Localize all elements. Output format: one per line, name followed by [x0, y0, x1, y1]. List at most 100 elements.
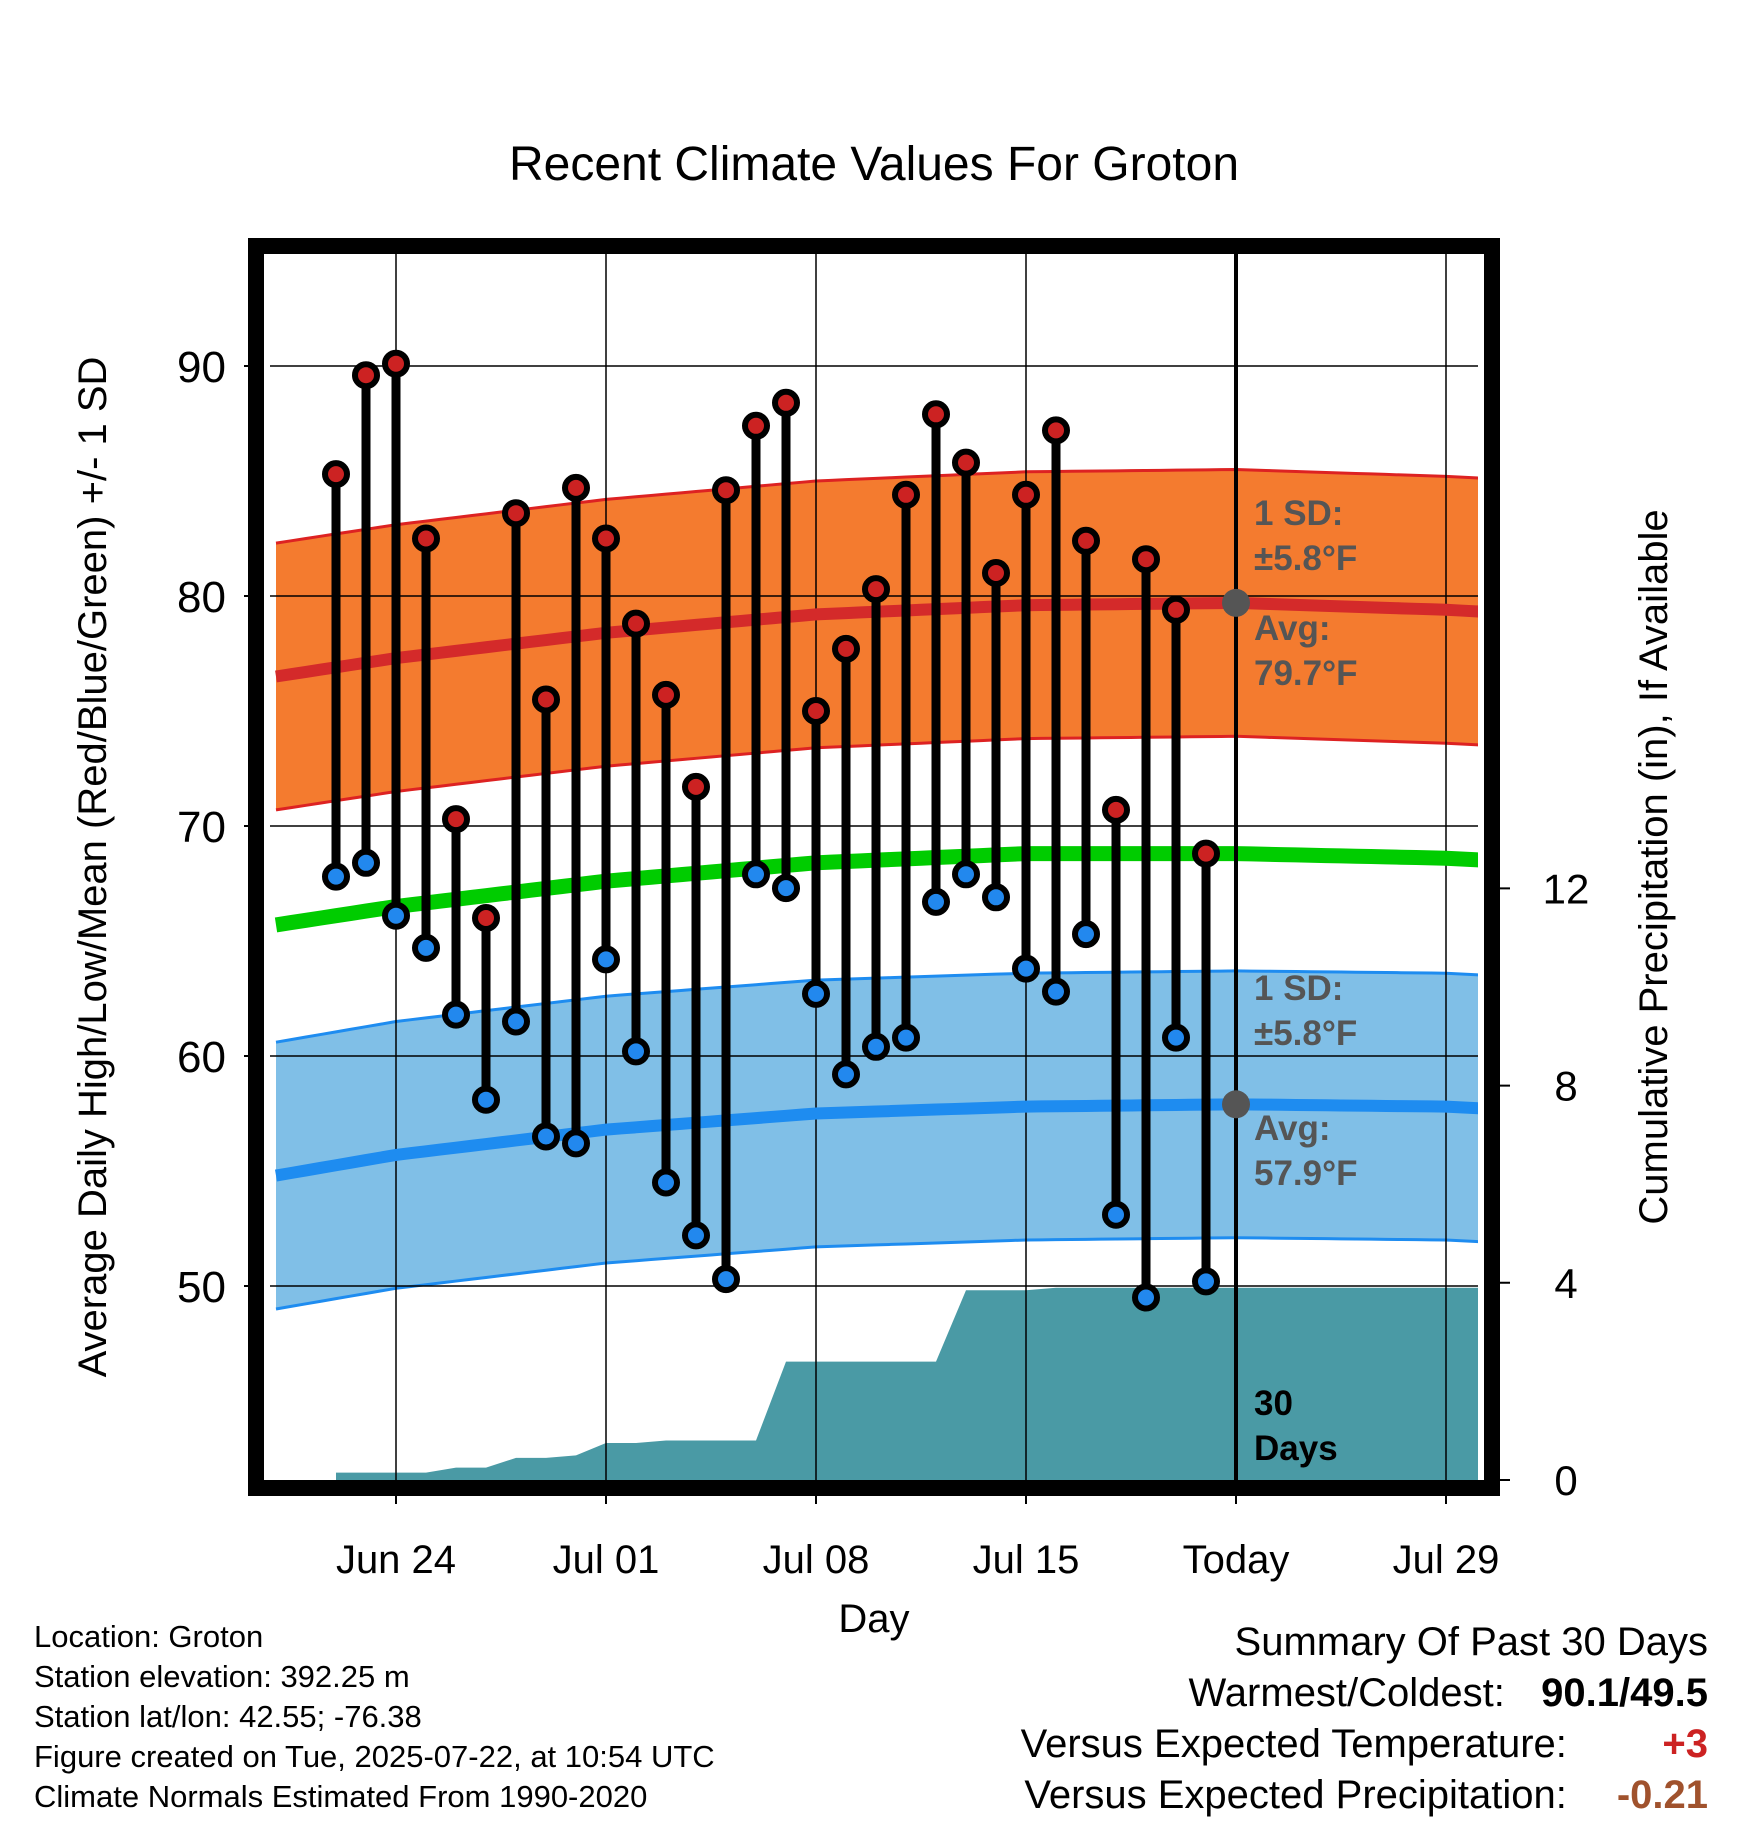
daily-high-point: [892, 480, 920, 509]
daily-low-point: [862, 1032, 890, 1061]
annotation-label: Avg:: [1254, 609, 1330, 648]
daily-high-point: [1012, 480, 1040, 509]
created-text: Figure created on Tue, 2025-07-22, at 10…: [34, 1739, 715, 1774]
daily-high-point: [1072, 526, 1100, 555]
x-tick-label: Jul 01: [553, 1538, 660, 1582]
daily-high-point: [1042, 416, 1070, 445]
temp-label: Versus Expected Temperature:: [1020, 1722, 1567, 1766]
annotation-label: 1 SD:: [1254, 494, 1343, 533]
annotation-value: 79.7°F: [1254, 654, 1358, 693]
warm-cold-label: Warmest/Coldest:: [1188, 1671, 1505, 1715]
coldest-value: 49.5: [1630, 1671, 1708, 1715]
low-band-lower-edge: [275, 1236, 1478, 1311]
daily-low-point: [532, 1122, 560, 1151]
daily-low-point: [742, 860, 770, 889]
daily-high-point: [322, 460, 350, 489]
daily-high-point: [802, 697, 830, 725]
daily-low-point: [562, 1129, 590, 1158]
daily-low-point: [1012, 954, 1040, 983]
x-tick-label: Jun 24: [336, 1538, 456, 1582]
x-tick-label: Today: [1183, 1538, 1290, 1582]
annotation-value: ±5.8°F: [1254, 1014, 1357, 1053]
daily-low-point: [472, 1085, 500, 1114]
daily-low-point: [712, 1265, 740, 1294]
x-tick-label: Jul 15: [973, 1538, 1080, 1582]
daily-low-point: [982, 883, 1010, 912]
latlon-text: Station lat/lon: 42.55; -76.38: [34, 1699, 422, 1734]
daily-high-point: [982, 559, 1010, 587]
today-high-marker: [1222, 588, 1250, 617]
normals-text: Climate Normals Estimated From 1990-2020: [34, 1779, 648, 1814]
annotation-label: Avg:: [1254, 1109, 1330, 1148]
y-tick-label: 60: [177, 1033, 226, 1082]
summary-panel: Summary Of Past 30 Days Warmest/Coldest:…: [1021, 1617, 1708, 1821]
daily-low-point: [382, 901, 410, 930]
daily-high-point: [952, 448, 980, 477]
daily-low-point: [682, 1221, 710, 1250]
y-tick-label: 90: [177, 343, 226, 392]
temp-value: +3: [1662, 1722, 1708, 1766]
daily-low-point: [442, 1000, 470, 1029]
daily-low-point: [412, 933, 440, 962]
daily-low-point: [922, 887, 950, 916]
daily-high-point: [382, 349, 410, 378]
summary-title: Summary Of Past 30 Days: [1234, 1620, 1708, 1664]
daily-low-point: [802, 979, 830, 1008]
y2-tick-label: 12: [1543, 865, 1590, 912]
daily-high-point: [1192, 839, 1220, 868]
y-tick-label: 70: [177, 803, 226, 852]
daily-low-point: [1162, 1023, 1190, 1052]
daily-low-point: [652, 1168, 680, 1197]
daily-high-point: [592, 524, 620, 553]
daily-high-point: [502, 499, 530, 528]
x-tick-label: Jul 29: [1393, 1538, 1500, 1582]
daily-high-point: [862, 575, 890, 604]
daily-high-point: [442, 805, 470, 834]
y-axis-label: Average Daily High/Low/Mean (Red/Blue/Gr…: [71, 357, 115, 1378]
precip-value: -0.21: [1616, 1773, 1708, 1817]
daily-high-point: [352, 361, 380, 390]
warmest-value: 90.1: [1541, 1671, 1620, 1715]
low-avg-line: [274, 1098, 1478, 1182]
annotation-value: 57.9°F: [1254, 1154, 1358, 1193]
daily-low-point: [622, 1037, 650, 1066]
daily-low-point: [952, 860, 980, 889]
plot-frame: [248, 238, 1500, 1496]
elevation-text: Station elevation: 392.25 m: [34, 1659, 410, 1694]
today-low-marker: [1222, 1090, 1250, 1119]
x-tick-label: Jul 08: [763, 1538, 870, 1582]
chart-title: Recent Climate Values For Groton: [509, 138, 1239, 191]
daily-high-point: [712, 476, 740, 505]
daily-low-point: [1192, 1267, 1220, 1296]
daily-high-point: [412, 524, 440, 553]
daily-low-point: [502, 1007, 530, 1036]
location-text: Location: Groton: [34, 1619, 264, 1654]
y2-tick-label: 8: [1554, 1063, 1577, 1110]
precip-area: [336, 1287, 1478, 1480]
daily-high-point: [772, 388, 800, 417]
daily-low-point: [352, 848, 380, 877]
daily-low-point: [1072, 920, 1100, 949]
daily-low-point: [772, 874, 800, 903]
daily-high-point: [532, 685, 560, 714]
annotation-label: 1 SD:: [1254, 969, 1343, 1008]
daily-high-point: [472, 904, 500, 932]
daily-low-point: [592, 945, 620, 974]
y-tick-label: 80: [177, 573, 226, 622]
daily-high-point: [562, 473, 590, 502]
y2-tick-label: 0: [1554, 1457, 1577, 1504]
daily-low-point: [1132, 1283, 1160, 1312]
y2-tick-label: 4: [1554, 1260, 1577, 1307]
daily-low-point: [1042, 977, 1070, 1006]
daily-high-point: [922, 400, 950, 429]
daily-low-point: [322, 862, 350, 891]
daily-low-point: [832, 1060, 860, 1089]
daily-high-point: [832, 634, 860, 663]
precip-label: Versus Expected Precipitation:: [1024, 1773, 1567, 1817]
daily-high-point: [622, 609, 650, 638]
daily-high-point: [1162, 595, 1190, 624]
daily-high-point: [742, 411, 770, 440]
x-axis-label: Day: [838, 1597, 909, 1641]
y2-axis-label: Cumulative Precipitation (in), If Availa…: [1632, 509, 1676, 1224]
daily-high-point: [1102, 795, 1130, 824]
